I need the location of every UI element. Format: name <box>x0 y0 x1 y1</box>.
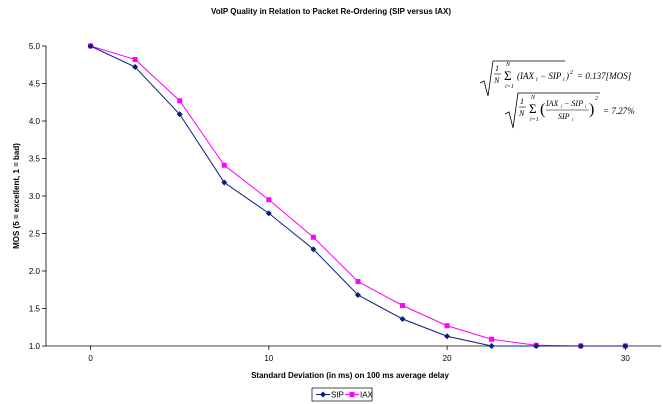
series-line-iax <box>91 46 626 346</box>
tick-marks: 1.0 1.5 2.0 2.5 3.0 3.5 4.0 4.5 5.0 0 10 20 30 <box>29 42 630 363</box>
axes <box>46 46 661 346</box>
svg-text:): ) <box>565 71 569 81</box>
svg-text:Σ: Σ <box>529 101 537 116</box>
series-layer <box>88 43 629 349</box>
y-tick-label: 3.5 <box>29 155 41 164</box>
y-tick-label: 2.5 <box>29 230 41 239</box>
y-tick-label: 4.0 <box>29 117 41 126</box>
data-point-iax <box>133 57 138 62</box>
data-point-iax <box>355 279 360 284</box>
data-point-iax <box>222 163 227 168</box>
svg-text:i: i <box>536 77 538 83</box>
svg-text:i: i <box>561 105 563 110</box>
x-tick-label: 20 <box>443 354 452 363</box>
svg-text:i=1: i=1 <box>505 84 514 90</box>
x-axis-label: Standard Deviation (in ms) on 100 ms ave… <box>251 371 449 380</box>
svg-text:i: i <box>585 105 587 110</box>
data-point-iax <box>177 98 182 103</box>
y-axis-label: MOS (5 = excellent, 1 = bad) <box>12 143 21 249</box>
svg-text:(IAX: (IAX <box>517 71 534 81</box>
svg-text:2: 2 <box>570 70 573 76</box>
formula-percent-result: = 7.27% <box>603 106 635 116</box>
y-tick-label: 4.5 <box>29 80 41 89</box>
data-point-iax <box>445 323 450 328</box>
svg-text:N: N <box>518 109 525 118</box>
svg-text:1: 1 <box>520 97 524 106</box>
data-point-sip <box>444 333 450 339</box>
data-point-sip <box>489 343 495 349</box>
series-line-sip <box>91 46 626 346</box>
data-point-sip <box>221 180 227 186</box>
svg-text:− SIP: − SIP <box>540 71 562 81</box>
x-tick-label: 10 <box>264 354 273 363</box>
y-tick-label: 3.0 <box>29 192 41 201</box>
chart-title: VoIP Quality in Relation to Packet Re-Or… <box>211 7 451 16</box>
legend-label-sip: SIP <box>331 391 344 400</box>
svg-text:1: 1 <box>495 64 499 73</box>
data-point-sip <box>400 316 406 322</box>
legend: SIP IAX <box>312 388 374 401</box>
legend-label-iax: IAX <box>360 391 374 400</box>
svg-text:i=1: i=1 <box>530 117 539 123</box>
svg-text:i: i <box>563 77 565 83</box>
svg-text:2: 2 <box>595 96 598 102</box>
formula-mos-result: = 0.137[MOS] <box>577 71 632 81</box>
formula-mos: 1 N Σ N i=1 (IAX i − SIP i ) 2 = 0.137[M… <box>480 61 632 96</box>
svg-text:(: ( <box>540 101 545 118</box>
svg-text:i: i <box>572 118 574 123</box>
data-point-iax <box>400 303 405 308</box>
series-sip <box>88 43 629 349</box>
y-tick-label: 5.0 <box>29 42 41 51</box>
data-point-iax <box>489 337 494 342</box>
series-iax <box>88 44 628 349</box>
svg-text:): ) <box>589 101 594 118</box>
svg-text:Σ: Σ <box>504 68 512 83</box>
y-tick-label: 1.5 <box>29 305 41 314</box>
svg-text:N: N <box>493 76 500 85</box>
data-point-iax <box>311 235 316 240</box>
y-tick-label: 2.0 <box>29 267 41 276</box>
x-tick-label: 0 <box>88 354 93 363</box>
x-tick-label: 30 <box>621 354 630 363</box>
y-tick-label: 1.0 <box>29 342 41 351</box>
data-point-iax <box>266 197 271 202</box>
svg-text:SIP: SIP <box>558 112 570 121</box>
svg-text:IAX: IAX <box>545 99 560 108</box>
formula-percent: 1 N Σ N i=1 ( IAX i − SIP i SIP i ) 2 = … <box>505 93 635 128</box>
svg-text:− SIP: − SIP <box>564 99 583 108</box>
